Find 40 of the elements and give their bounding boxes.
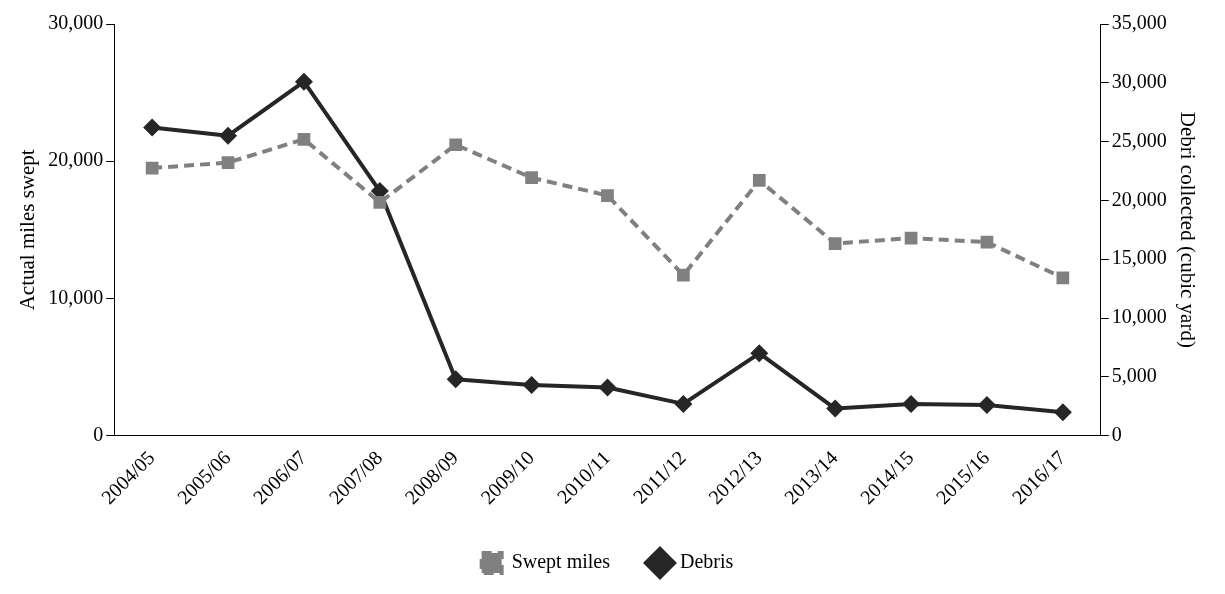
point [980,235,994,249]
point [902,394,921,413]
point [601,189,614,202]
point [674,394,693,413]
point [598,378,617,397]
y2-tick-label: 35,000 [1111,11,1167,34]
point [522,376,541,395]
y2-tick-label: 15,000 [1111,246,1167,269]
point [525,171,538,185]
point [826,399,845,418]
point [221,156,235,169]
point [373,196,387,209]
point [297,132,311,146]
y-axis-title: Actual miles swept [15,149,40,311]
point [294,72,313,91]
y2-tick-label: 0 [1111,422,1122,445]
y-tick-label: 0 [93,422,104,445]
y2-tick-label: 10,000 [1111,305,1167,328]
point [449,138,463,152]
point [446,370,465,389]
point [1053,403,1072,422]
y2-tick-label: 30,000 [1111,70,1167,93]
legend-label: Debris [680,550,734,573]
y-tick-label: 10,000 [48,285,104,308]
legend-label: Swept miles [511,550,611,574]
point [752,174,766,187]
point [828,237,842,250]
y-tick-label: 20,000 [48,148,104,171]
point [750,344,769,363]
point [977,396,996,415]
point [143,118,162,137]
point [1056,271,1070,285]
point [677,268,690,282]
y2-tick-label: 20,000 [1111,187,1167,210]
point [219,126,238,145]
y2-tick-label: 5,000 [1111,364,1157,387]
point [145,161,159,175]
y-tick-label: 30,000 [48,11,104,34]
y2-axis-title: Debri collected (cubic yard) [1175,111,1200,348]
y2-tick-label: 25,000 [1111,128,1167,151]
